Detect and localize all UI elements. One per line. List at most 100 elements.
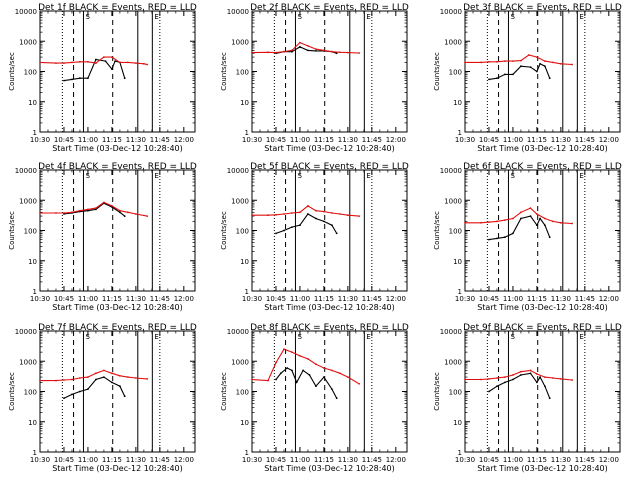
data-point-lld <box>339 51 341 54</box>
x-tick-label: 11:15 <box>102 456 122 464</box>
panel-title: Det 5f BLACK = Events, RED = LLD <box>250 162 409 172</box>
data-point-events <box>544 65 546 68</box>
data-point-events <box>539 217 541 220</box>
end-marker-label: E <box>154 13 158 21</box>
y-tick-label: 10 <box>453 99 462 107</box>
end-marker-label: E <box>579 333 583 341</box>
data-point-lld <box>504 376 506 378</box>
x-tick-label: 11:45 <box>150 136 170 144</box>
data-point-events <box>95 378 97 381</box>
data-point-lld <box>95 372 97 375</box>
detector-panel-3: Det 3f BLACK = Events, RED = LLD 1 10 100 10… <box>433 3 622 153</box>
x-tick-label: 11:00 <box>78 295 98 303</box>
data-point-lld <box>536 373 538 375</box>
data-point-lld <box>528 54 530 56</box>
data-point-lld <box>63 379 65 381</box>
y-tick-label: 10 <box>240 99 249 107</box>
x-tick-label: 11:45 <box>362 295 382 303</box>
data-point-events <box>544 385 546 388</box>
data-point-lld <box>571 379 573 381</box>
data-point-lld <box>552 61 554 64</box>
detector-panel-4: Det 4f BLACK = Events, RED = LLD 1 10 100 10… <box>8 162 197 312</box>
x-tick-label: 11:00 <box>503 136 523 144</box>
data-point-events <box>335 52 338 55</box>
data-point-lld <box>87 208 89 211</box>
data-point-events <box>95 58 97 61</box>
data-point-events <box>488 390 490 393</box>
start-marker-label: S <box>85 172 90 180</box>
y-tick-label: 1 <box>33 449 37 457</box>
y-tick-label: 10000 <box>15 167 37 175</box>
data-point-events <box>286 367 289 369</box>
data-point-lld <box>552 377 554 379</box>
data-point-lld <box>488 221 490 224</box>
data-point-events <box>512 232 514 235</box>
data-point-lld <box>560 221 562 224</box>
y-tick-label: 1000 <box>19 38 37 46</box>
data-point-events <box>307 49 309 52</box>
data-point-lld <box>63 212 65 214</box>
x-tick-label: 10:45 <box>479 136 499 144</box>
detector-panel-7: Det 7f BLACK = Events, RED = LLD 1 10 100 10… <box>8 323 197 473</box>
y-tick-label: 1 <box>458 288 462 296</box>
data-point-lld <box>127 376 129 378</box>
plot-frame <box>39 330 196 453</box>
data-point-lld <box>552 220 554 223</box>
end-marker-label: E <box>154 172 158 180</box>
data-point-events <box>539 62 541 65</box>
data-point-lld <box>127 61 129 64</box>
y-tick-label: 100 <box>24 228 37 236</box>
data-point-lld <box>480 378 482 381</box>
x-tick-label: 11:30 <box>126 295 146 303</box>
x-tick-label: 11:00 <box>290 136 310 144</box>
data-point-events <box>512 73 514 76</box>
data-point-lld <box>79 60 81 63</box>
x-tick-label: 10:30 <box>455 136 475 144</box>
data-point-events <box>529 372 532 375</box>
data-point-lld <box>111 56 113 58</box>
y-tick-label: 100 <box>449 69 462 77</box>
data-point-lld <box>347 376 349 378</box>
series-line-events <box>488 215 551 241</box>
end-marker-label: E <box>366 13 370 21</box>
y-tick-label: 10 <box>28 258 37 266</box>
data-point-events <box>536 224 538 227</box>
series-line-lld <box>40 369 148 382</box>
data-point-lld <box>488 378 490 380</box>
x-tick-label: 11:45 <box>575 295 595 303</box>
x-tick-label: 10:45 <box>266 136 286 144</box>
data-point-lld <box>347 51 349 54</box>
data-point-lld <box>275 213 277 216</box>
y-tick-label: 100 <box>24 389 37 397</box>
data-point-events <box>529 215 532 218</box>
x-tick-label: 11:15 <box>527 136 547 144</box>
data-point-lld <box>71 61 73 64</box>
data-point-lld <box>291 49 293 52</box>
data-point-lld <box>71 211 73 214</box>
data-point-lld <box>331 369 333 372</box>
data-point-events <box>520 65 522 68</box>
x-axis-label: Start Time (03-Dec-12 10:28:40) <box>52 464 183 473</box>
data-point-events <box>103 376 105 378</box>
y-tick-label: 1 <box>245 288 249 296</box>
x-tick-label: 12:00 <box>386 295 406 303</box>
y-tick-label: 10000 <box>440 8 462 16</box>
plot-frame <box>464 10 621 133</box>
panel-title: Det 7f BLACK = Events, RED = LLD <box>38 323 197 333</box>
x-tick-label: 11:30 <box>338 295 358 303</box>
x-tick-label: 10:30 <box>242 295 262 303</box>
data-point-lld <box>464 378 466 381</box>
data-point-lld <box>488 60 490 63</box>
data-point-lld <box>520 211 522 214</box>
x-tick-label: 11:00 <box>503 295 523 303</box>
x-tick-label: 11:00 <box>503 456 523 464</box>
x-tick-label: 11:45 <box>150 295 170 303</box>
y-tick-label: 1000 <box>19 197 37 205</box>
end-marker-label: E <box>366 172 370 180</box>
data-point-lld <box>529 207 532 210</box>
y-axis-label: Counts/sec <box>433 52 441 91</box>
x-tick-label: 12:00 <box>174 456 194 464</box>
data-point-lld <box>536 213 538 215</box>
data-point-events <box>111 381 113 384</box>
